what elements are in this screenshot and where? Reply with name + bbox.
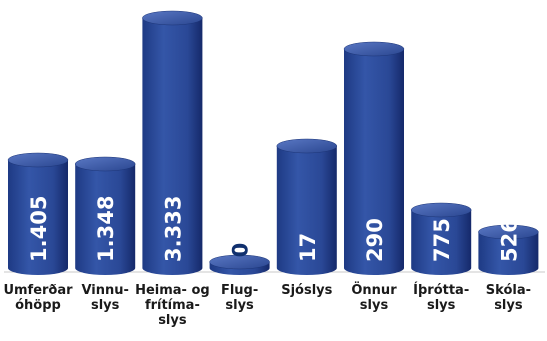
bar-4 (276, 138, 338, 276)
value-label-4: 17 (296, 233, 320, 262)
category-label-7: Skóla-slys (486, 283, 531, 313)
value-label-0: 1.405 (27, 196, 51, 262)
value-label-1: 1.348 (94, 196, 118, 262)
bar-7 (478, 224, 539, 276)
bar-0 (7, 152, 69, 275)
value-label-2: 3.333 (161, 196, 185, 262)
category-label-3: Flug-slys (221, 283, 258, 313)
value-label-5: 290 (363, 218, 387, 262)
bar-1 (74, 156, 136, 276)
value-label-6: 775 (430, 218, 454, 262)
bar-2 (142, 10, 203, 276)
category-label-1: Vinnu-slys (81, 283, 128, 313)
category-label-0: Umferðar óhöpp (3, 283, 73, 313)
category-label-5: Önnur slys (351, 282, 397, 313)
category-label-2: Heima- og frítíma-slys (135, 283, 210, 328)
value-label-3: 0 (229, 243, 253, 258)
bar-6 (410, 202, 472, 276)
value-label-7: 526 (497, 218, 521, 262)
bar-5 (343, 41, 405, 275)
bar-3 (209, 254, 270, 276)
category-label-4: Sjóslys (281, 283, 332, 298)
category-label-6: Íþrótta-slys (413, 282, 469, 313)
